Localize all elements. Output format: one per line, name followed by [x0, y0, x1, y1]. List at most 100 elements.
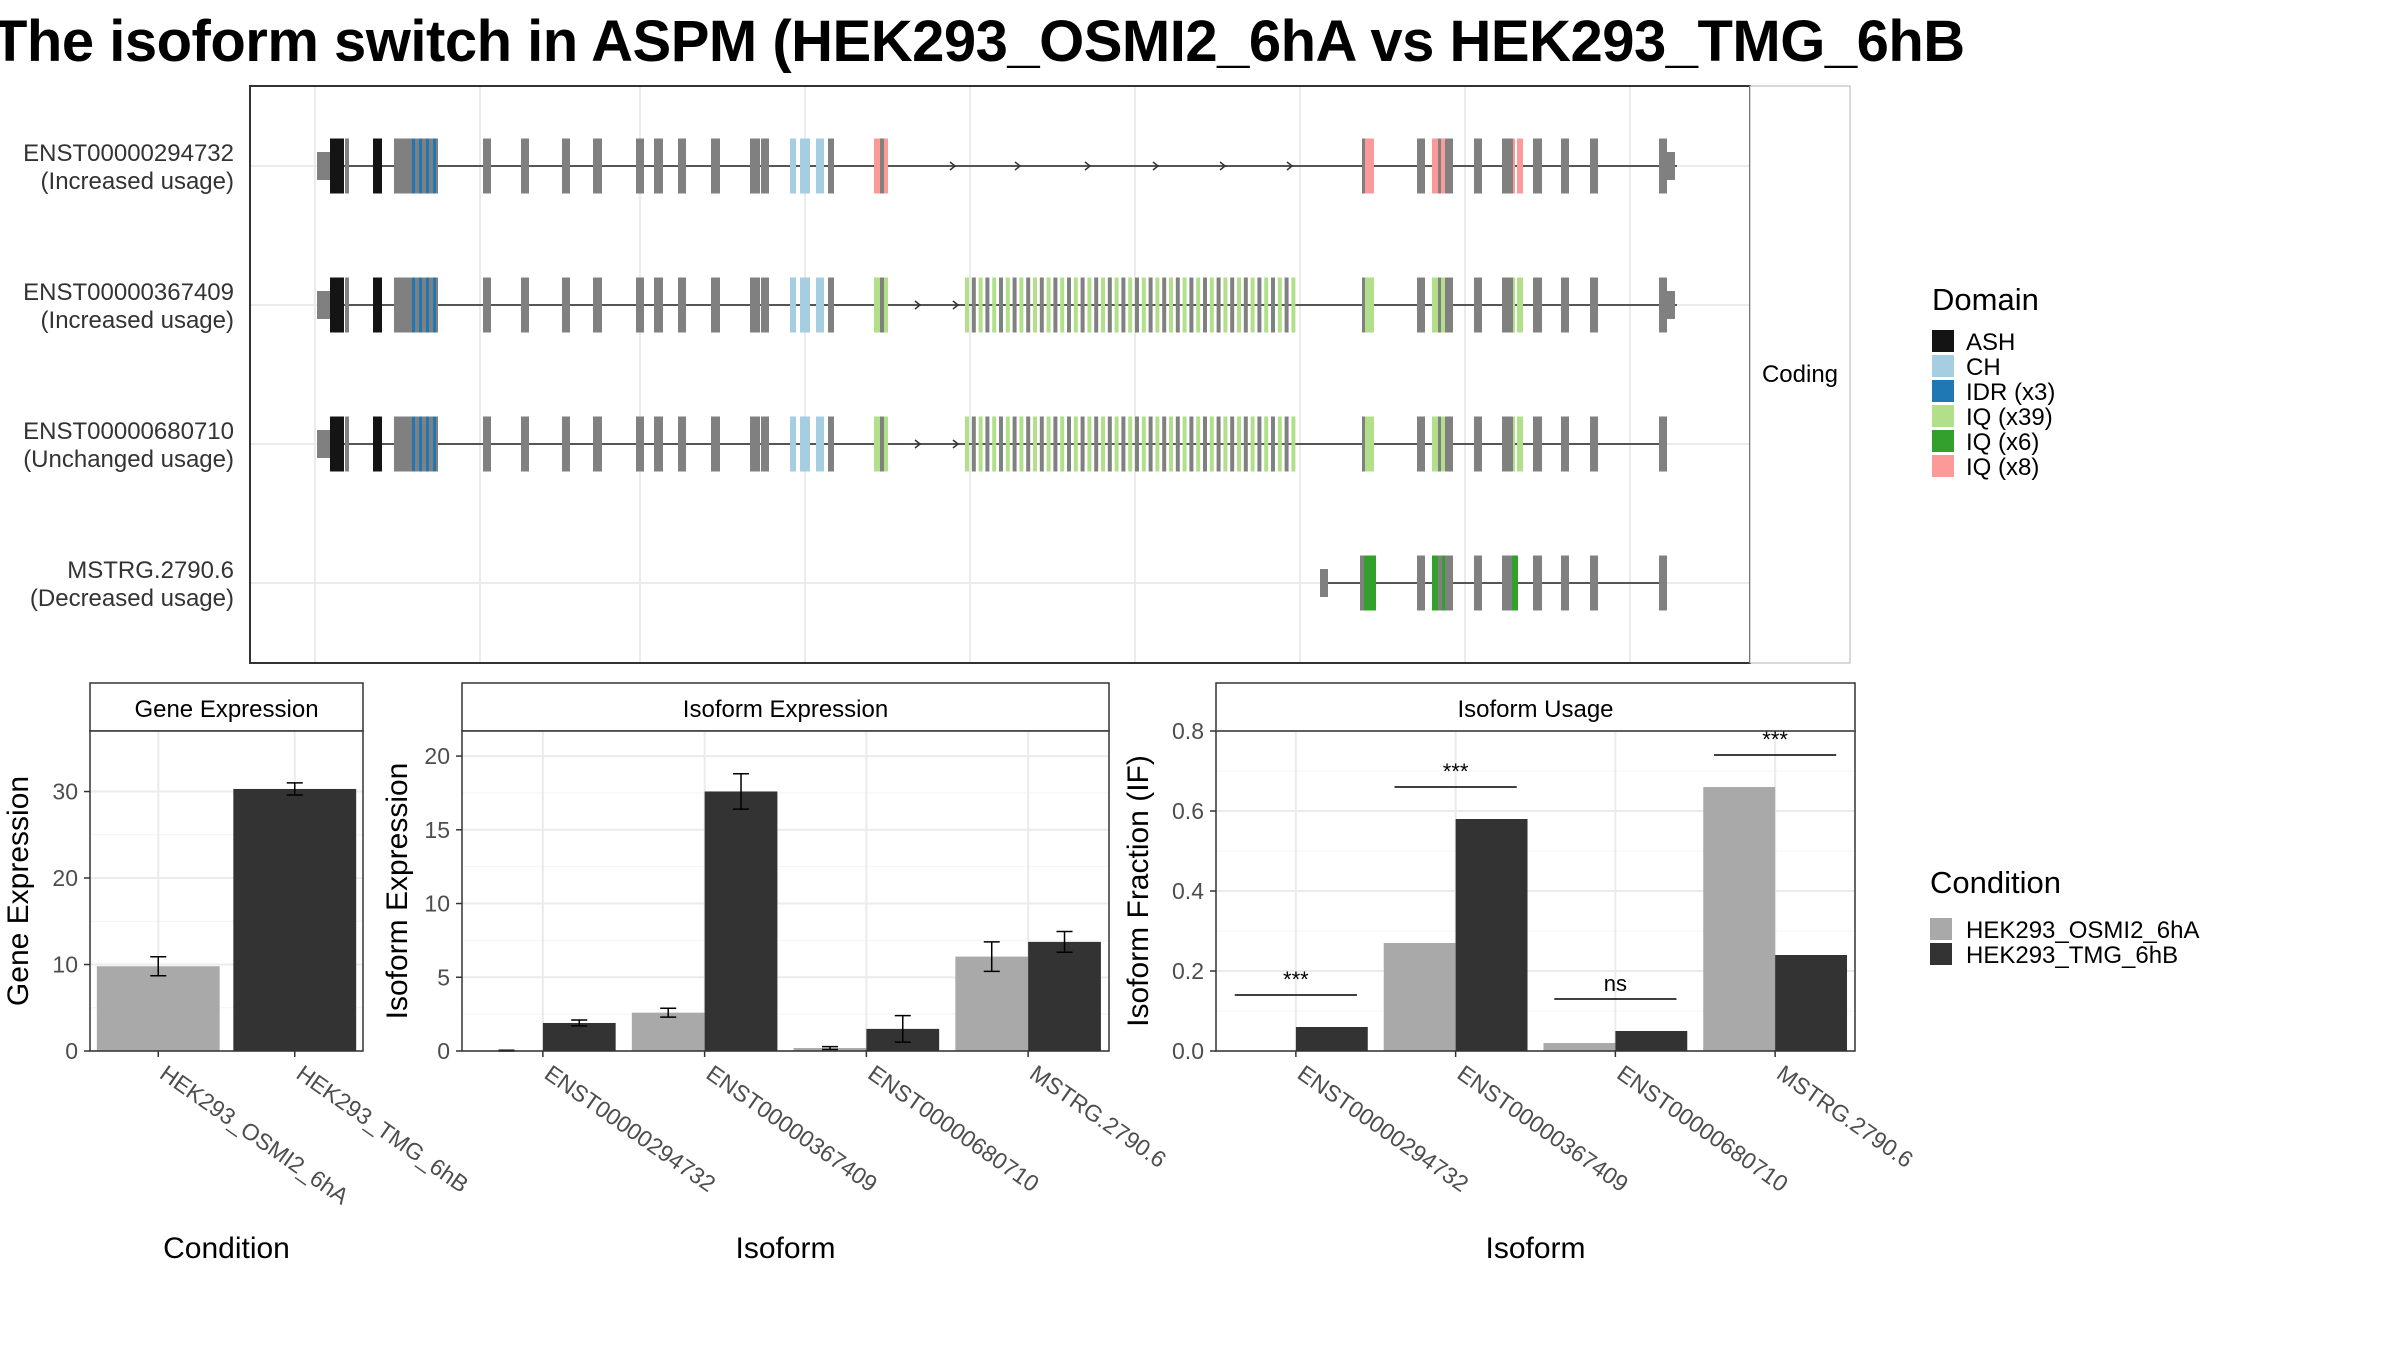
domain-iq [1271, 416, 1275, 472]
error-bar [660, 1007, 677, 1018]
isoform-structure-panel: Coding ENST00000294732 (Increased usage)… [23, 85, 1851, 664]
domain-iq [1046, 416, 1051, 472]
legend-label-iq8: IQ (x8) [1966, 454, 2039, 481]
y-tick-label: 0.8 [1172, 718, 1204, 744]
isoform-label-id: ENST00000680710 [23, 418, 234, 445]
transcript-track [317, 138, 1677, 194]
y-tick-label: 20 [424, 743, 450, 769]
exon [1362, 138, 1365, 194]
domain-iq [1067, 416, 1071, 472]
exon [1561, 138, 1569, 194]
domain-idr [419, 416, 422, 472]
exon [345, 416, 349, 472]
domain-iq [1114, 416, 1119, 472]
exon [1590, 416, 1598, 472]
exon [521, 416, 529, 472]
exon [1659, 555, 1667, 611]
domain-iq [1517, 277, 1523, 333]
domain-iq [1135, 416, 1139, 472]
domain-ash [373, 277, 382, 333]
bar [542, 1022, 616, 1051]
exon [394, 416, 438, 472]
error-bar [286, 782, 303, 796]
domain-idr [433, 416, 436, 472]
exon [1590, 138, 1598, 194]
y-tick-label: 0.4 [1172, 878, 1204, 904]
transcript-tracks [317, 138, 1677, 611]
domain-idr [426, 277, 429, 333]
domain-iq [1073, 416, 1078, 472]
exon [1438, 277, 1441, 333]
domain-iq [1189, 277, 1194, 333]
domain-iq [971, 277, 976, 333]
bar [1615, 1031, 1688, 1051]
domain-iq [1080, 416, 1085, 472]
exon [483, 416, 491, 472]
domain-iq [1053, 277, 1058, 333]
y-axis-title: Isoform Fraction (IF) [1122, 755, 1155, 1027]
exon [761, 138, 769, 194]
structure-plot-frame [249, 85, 1751, 664]
domain-iq [1264, 416, 1269, 472]
domain-iq [1291, 277, 1296, 333]
exon [1533, 416, 1542, 472]
domain-iq [1101, 277, 1105, 333]
domain-idr [412, 277, 415, 333]
bar-chart-panel: Isoform Expression 0 5 10 15 20 ENST0000029473… [381, 682, 1171, 1265]
bar [96, 966, 220, 1051]
domain-ch [790, 416, 796, 472]
domain-iq [1277, 416, 1282, 472]
exon [654, 416, 663, 472]
exon [1561, 555, 1569, 611]
domain-iq [1060, 416, 1065, 472]
domain-iq [1517, 138, 1523, 194]
exon [828, 416, 834, 472]
y-tick-label: 5 [437, 964, 450, 990]
domain-iq [1033, 416, 1037, 472]
error-bar [894, 1014, 911, 1043]
domain-iq [1291, 416, 1296, 472]
domain-iq [1101, 416, 1105, 472]
domain-iq [999, 416, 1003, 472]
domain-iq [1216, 277, 1221, 333]
utr-exon [1659, 291, 1675, 319]
strand-arrow [914, 439, 922, 449]
exon [1445, 555, 1453, 611]
isoform-labels: ENST00000294732 (Increased usage) ENST00… [23, 140, 234, 612]
domain-idr [419, 277, 422, 333]
exon [1438, 555, 1442, 611]
domain-ch [790, 277, 796, 333]
bar [1028, 941, 1101, 1051]
exon [880, 416, 884, 472]
domain-iq [1196, 277, 1201, 333]
exon [711, 138, 720, 194]
domain-iq [978, 416, 983, 472]
domain-iq [1209, 416, 1214, 472]
bar [1383, 943, 1456, 1051]
domain-iq [1135, 277, 1139, 333]
exon [761, 277, 769, 333]
panel-strip-label: Isoform Expression [683, 696, 888, 723]
exon [1590, 555, 1598, 611]
domain-iq [1257, 416, 1262, 472]
y-tick-label: 30 [52, 779, 78, 805]
domain-ch [800, 138, 810, 194]
exon [1510, 277, 1513, 333]
y-tick-label: 20 [52, 865, 78, 891]
legend-label-condition-b: HEK293_TMG_6hB [1966, 942, 2178, 969]
domain-iq [1203, 416, 1207, 472]
error-bar [1056, 930, 1073, 953]
exon [880, 138, 884, 194]
exon [1510, 416, 1513, 472]
exon [1533, 138, 1542, 194]
domain-iq [1141, 277, 1146, 333]
domain-iq [1039, 277, 1044, 333]
domain-idr [433, 277, 436, 333]
domain-iq [1169, 416, 1173, 472]
domain-iq [1005, 416, 1010, 472]
utr-exon [317, 152, 333, 180]
y-tick-label: 10 [52, 952, 78, 978]
domain-iq [1162, 277, 1167, 333]
strand-arrow [952, 300, 960, 310]
legend-key-ch [1932, 355, 1954, 377]
